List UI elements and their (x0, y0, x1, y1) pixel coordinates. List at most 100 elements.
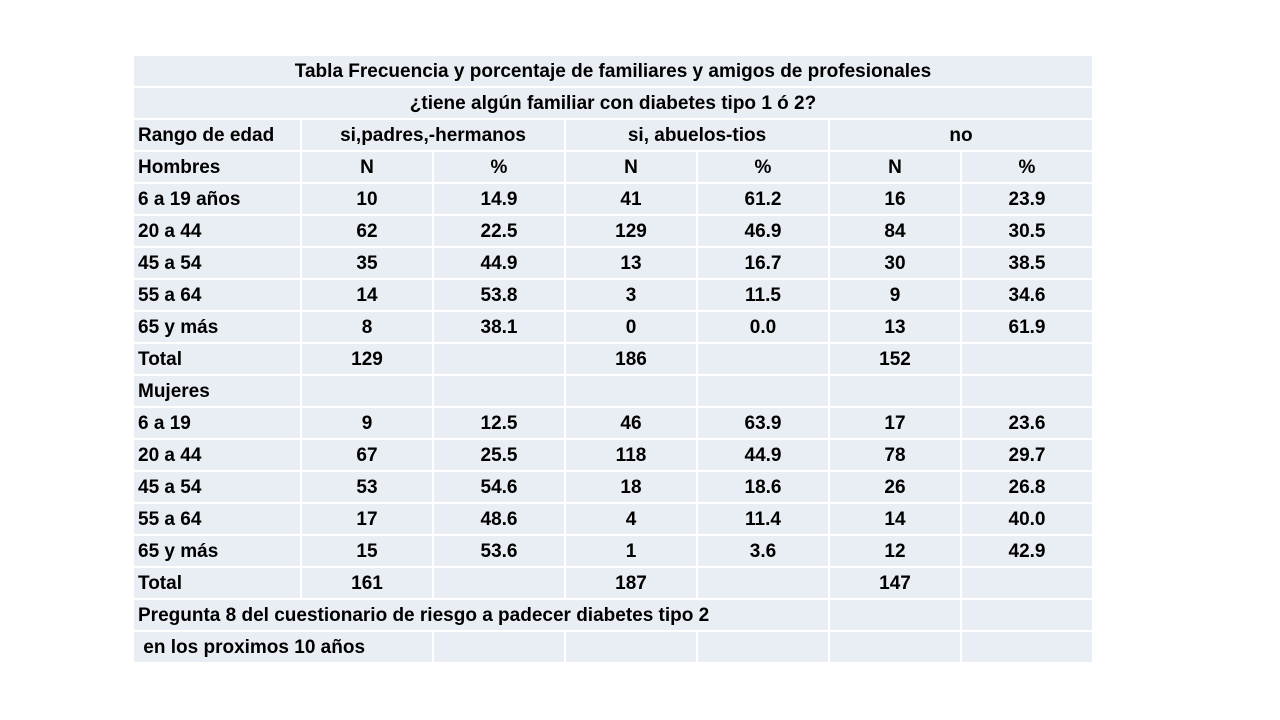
count-cell: 13 (564, 246, 698, 280)
percent-cell: 3.6 (696, 534, 830, 568)
percent-cell: 25.5 (432, 438, 566, 472)
count-cell: 161 (300, 566, 434, 600)
percent-cell: 11.4 (696, 502, 830, 536)
count-cell: 46 (564, 406, 698, 440)
empty-cell (960, 630, 1094, 664)
table-row: 65 y más 8 38.1 0 0.0 13 61.9 (132, 310, 1094, 344)
percent-cell: 44.9 (432, 246, 566, 280)
percent-cell: 63.9 (696, 406, 830, 440)
table-title: Tabla Frecuencia y porcentaje de familia… (132, 54, 1094, 88)
empty-cell (432, 374, 566, 408)
count-cell: 9 (300, 406, 434, 440)
table-row: 55 a 64 14 53.8 3 11.5 9 34.6 (132, 278, 1094, 312)
table-row: 55 a 64 17 48.6 4 11.4 14 40.0 (132, 502, 1094, 536)
footnote-cell: Pregunta 8 del cuestionario de riesgo a … (132, 598, 830, 632)
percent-cell: 18.6 (696, 470, 830, 504)
footnote-cell: en los proximos 10 años (132, 630, 434, 664)
count-cell: 186 (564, 342, 698, 376)
percent-cell: 40.0 (960, 502, 1094, 536)
count-cell: 152 (828, 342, 962, 376)
column-header-percent: % (960, 150, 1094, 184)
count-cell: 10 (300, 182, 434, 216)
empty-cell (696, 630, 830, 664)
group-grandparents-uncles-header: si, abuelos-tios (564, 118, 830, 152)
percent-cell: 46.9 (696, 214, 830, 248)
percent-cell: 54.6 (432, 470, 566, 504)
title-row-2: ¿tiene algún familiar con diabetes tipo … (132, 86, 1094, 120)
percent-cell: 22.5 (432, 214, 566, 248)
group-no-header: no (828, 118, 1094, 152)
percent-cell: 61.2 (696, 182, 830, 216)
women-label: Mujeres (132, 374, 302, 408)
percent-cell: 38.5 (960, 246, 1094, 280)
percent-cell: 38.1 (432, 310, 566, 344)
row-label: 55 a 64 (132, 502, 302, 536)
count-cell: 62 (300, 214, 434, 248)
count-cell: 17 (300, 502, 434, 536)
count-cell: 8 (300, 310, 434, 344)
percent-cell: 53.6 (432, 534, 566, 568)
count-cell: 13 (828, 310, 962, 344)
count-cell: 35 (300, 246, 434, 280)
percent-cell: 23.6 (960, 406, 1094, 440)
percent-cell: 30.5 (960, 214, 1094, 248)
column-group-header-row: Rango de edad si,padres,-hermanos si, ab… (132, 118, 1094, 152)
count-cell: 14 (300, 278, 434, 312)
count-cell: 41 (564, 182, 698, 216)
count-cell: 9 (828, 278, 962, 312)
percent-cell (960, 566, 1094, 600)
row-label: 65 y más (132, 534, 302, 568)
row-label: 6 a 19 (132, 406, 302, 440)
row-label: 45 a 54 (132, 246, 302, 280)
empty-cell (828, 374, 962, 408)
percent-cell: 14.9 (432, 182, 566, 216)
table-row: Total 129 186 152 (132, 342, 1094, 376)
empty-cell (828, 598, 962, 632)
row-label: 65 y más (132, 310, 302, 344)
empty-cell (960, 598, 1094, 632)
empty-cell (828, 630, 962, 664)
percent-cell: 34.6 (960, 278, 1094, 312)
percent-cell (432, 566, 566, 600)
percent-cell (960, 342, 1094, 376)
percent-cell (432, 342, 566, 376)
count-cell: 17 (828, 406, 962, 440)
percent-cell: 53.8 (432, 278, 566, 312)
row-label: 6 a 19 años (132, 182, 302, 216)
percent-cell: 26.8 (960, 470, 1094, 504)
percent-cell: 0.0 (696, 310, 830, 344)
men-label: Hombres (132, 150, 302, 184)
count-cell: 118 (564, 438, 698, 472)
table-row: 20 a 44 67 25.5 118 44.9 78 29.7 (132, 438, 1094, 472)
empty-cell (564, 630, 698, 664)
empty-cell (300, 374, 434, 408)
percent-cell: 48.6 (432, 502, 566, 536)
count-cell: 16 (828, 182, 962, 216)
men-header-row: Hombres N% N% N% (132, 150, 1094, 184)
percent-cell: 44.9 (696, 438, 830, 472)
count-cell: 129 (300, 342, 434, 376)
count-cell: 129 (564, 214, 698, 248)
percent-cell: 29.7 (960, 438, 1094, 472)
footnote-row-1: Pregunta 8 del cuestionario de riesgo a … (132, 598, 1094, 632)
table-body: Tabla Frecuencia y porcentaje de familia… (132, 54, 1094, 664)
count-cell: 78 (828, 438, 962, 472)
table-question: ¿tiene algún familiar con diabetes tipo … (132, 86, 1094, 120)
footnote-text: Pregunta 8 del cuestionario de riesgo a … (138, 604, 710, 626)
column-header-percent: % (432, 150, 566, 184)
row-label: Total (132, 342, 302, 376)
empty-cell (960, 374, 1094, 408)
count-cell: 18 (564, 470, 698, 504)
empty-cell (432, 630, 566, 664)
row-label: 20 a 44 (132, 438, 302, 472)
table-row: Total 161 187 147 (132, 566, 1094, 600)
count-cell: 1 (564, 534, 698, 568)
table-row: 45 a 54 53 54.6 18 18.6 26 26.8 (132, 470, 1094, 504)
age-range-header: Rango de edad (132, 118, 302, 152)
row-label: 55 a 64 (132, 278, 302, 312)
empty-cell (564, 374, 698, 408)
footnote-text: en los proximos 10 años (138, 636, 366, 658)
column-header-n: N (828, 150, 962, 184)
row-label: 20 a 44 (132, 214, 302, 248)
percent-cell: 12.5 (432, 406, 566, 440)
